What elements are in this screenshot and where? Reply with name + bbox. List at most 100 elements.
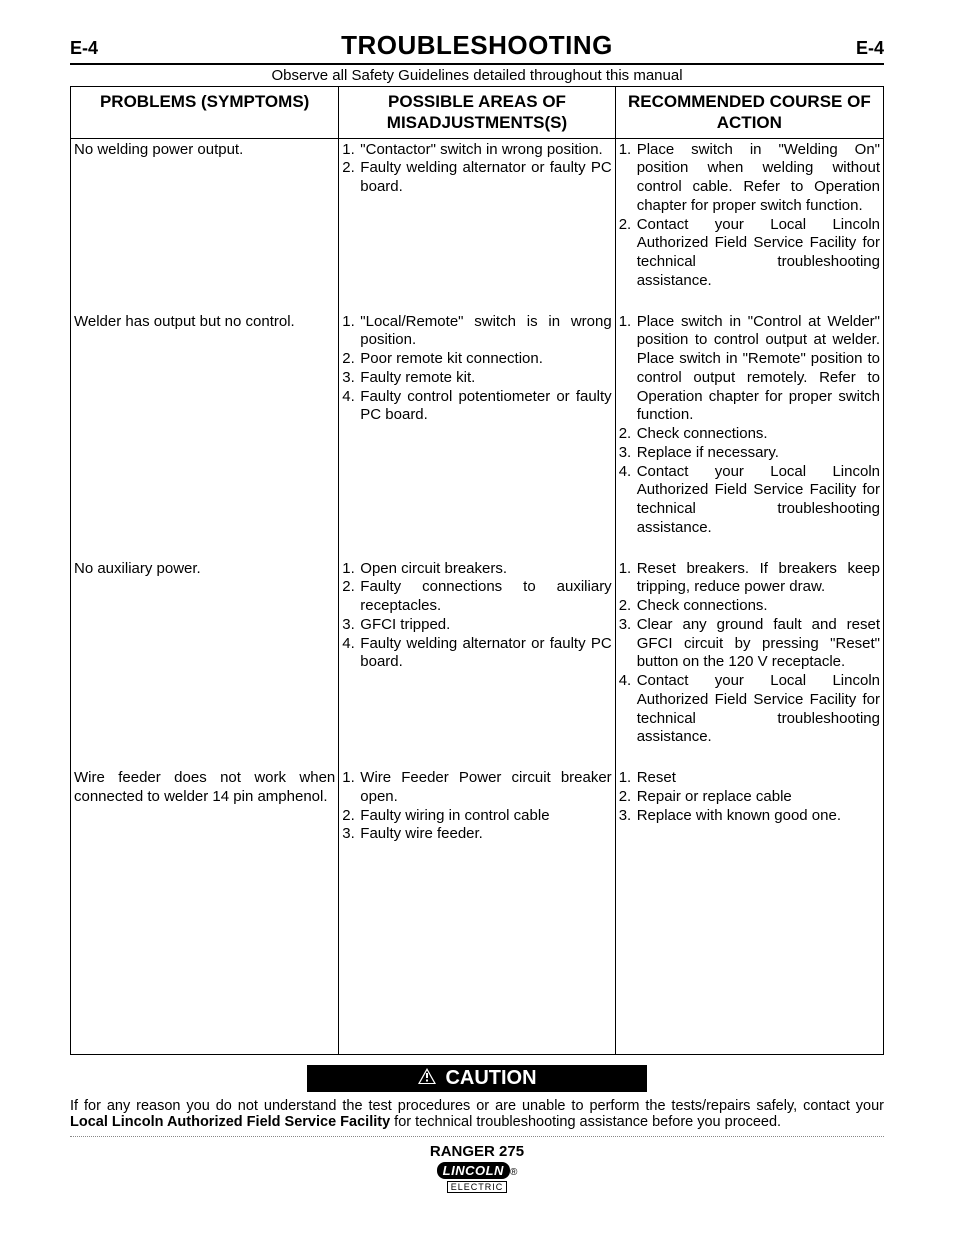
page-number-right: E-4 — [856, 38, 884, 59]
list-item: 2.Faulty connections to auxiliary recept… — [342, 578, 611, 616]
list-number: 2. — [342, 807, 360, 826]
spacer-cell — [71, 864, 339, 1054]
list-text: Repair or replace cable — [637, 788, 880, 807]
list-item: 3.GFCI tripped. — [342, 616, 611, 635]
cell-causes: 1.Wire Feeder Power circuit breaker open… — [339, 767, 615, 864]
list-number: 1. — [619, 560, 637, 598]
cell-causes: 1."Local/Remote" switch is in wrong posi… — [339, 311, 615, 558]
cell-problem: No welding power output. — [71, 138, 339, 311]
caution-text-after: for technical troubleshooting assistance… — [390, 1114, 781, 1130]
page-title: TROUBLESHOOTING — [341, 30, 613, 61]
list-text: Replace if necessary. — [637, 444, 880, 463]
cell-actions: 1.Place switch in "Control at Welder" po… — [615, 311, 883, 558]
list-number: 1. — [619, 141, 637, 216]
list-item: 2.Check connections. — [619, 425, 880, 444]
list-text: Faulty connections to auxiliary receptac… — [360, 578, 611, 616]
list-text: Poor remote kit connection. — [360, 350, 611, 369]
list-text: Contact your Local Lincoln Authorized Fi… — [637, 216, 880, 291]
list-text: Reset — [637, 769, 880, 788]
list-item: 2.Repair or replace cable — [619, 788, 880, 807]
list-item: 1."Contactor" switch in wrong position. — [342, 141, 611, 160]
list-item: 1.Reset breakers. If breakers keep tripp… — [619, 560, 880, 598]
cell-actions: 1.Place switch in "Welding On" position … — [615, 138, 883, 311]
list-text: GFCI tripped. — [360, 616, 611, 635]
list-text: Faulty wire feeder. — [360, 825, 611, 844]
list-item: 2.Contact your Local Lincoln Authorized … — [619, 216, 880, 291]
caution-label: CAUTION — [445, 1067, 536, 1090]
list-item: 1.Open circuit breakers. — [342, 560, 611, 579]
list-text: "Contactor" switch in wrong position. — [360, 141, 611, 160]
list-number: 2. — [342, 578, 360, 616]
list-number: 4. — [342, 388, 360, 426]
list-item: 3.Replace if necessary. — [619, 444, 880, 463]
list-number: 4. — [619, 672, 637, 747]
table-spacer-row — [71, 864, 884, 1054]
col-header-causes: POSSIBLE AREAS OF MISADJUSTMENTS(S) — [339, 87, 615, 139]
list-number: 2. — [619, 788, 637, 807]
list-number: 1. — [619, 313, 637, 426]
page-header: E-4 TROUBLESHOOTING E-4 — [70, 30, 884, 65]
list-text: Clear any ground fault and reset GFCI ci… — [637, 616, 880, 672]
list-item: 3.Faulty remote kit. — [342, 369, 611, 388]
list-number: 2. — [619, 597, 637, 616]
list-item: 1.Place switch in "Control at Welder" po… — [619, 313, 880, 426]
list-number: 2. — [619, 216, 637, 291]
caution-text-before: If for any reason you do not understand … — [70, 1098, 884, 1114]
list-item: 3.Clear any ground fault and reset GFCI … — [619, 616, 880, 672]
list-number: 1. — [342, 313, 360, 351]
list-item: 2.Faulty wiring in control cable — [342, 807, 611, 826]
list-item: 4.Contact your Local Lincoln Authorized … — [619, 463, 880, 538]
list-text: "Local/Remote" switch is in wrong positi… — [360, 313, 611, 351]
cell-problem: Wire feeder does not work when connected… — [71, 767, 339, 864]
list-text: Reset breakers. If breakers keep trippin… — [637, 560, 880, 598]
list-item: 1.Place switch in "Welding On" position … — [619, 141, 880, 216]
cell-problem: Welder has output but no control. — [71, 311, 339, 558]
list-number: 2. — [342, 350, 360, 369]
list-item: 4.Contact your Local Lincoln Authorized … — [619, 672, 880, 747]
list-number: 1. — [619, 769, 637, 788]
list-item: 3.Faulty wire feeder. — [342, 825, 611, 844]
list-item: 1.Wire Feeder Power circuit breaker open… — [342, 769, 611, 807]
safety-note: Observe all Safety Guidelines detailed t… — [70, 67, 884, 84]
list-number: 3. — [342, 825, 360, 844]
caution-text-bold: Local Lincoln Authorized Field Service F… — [70, 1114, 390, 1130]
list-text: Faulty remote kit. — [360, 369, 611, 388]
cell-problem: No auxiliary power. — [71, 558, 339, 768]
list-item: 1.Reset — [619, 769, 880, 788]
troubleshooting-table: PROBLEMS (SYMPTOMS) POSSIBLE AREAS OF MI… — [70, 86, 884, 1055]
footer-sub: ELECTRIC — [447, 1181, 507, 1193]
list-item: 2.Poor remote kit connection. — [342, 350, 611, 369]
list-text: Place switch in "Control at Welder" posi… — [637, 313, 880, 426]
list-number: 3. — [619, 444, 637, 463]
table-header-row: PROBLEMS (SYMPTOMS) POSSIBLE AREAS OF MI… — [71, 87, 884, 139]
list-text: Place switch in "Welding On" position wh… — [637, 141, 880, 216]
list-text: Check connections. — [637, 425, 880, 444]
table-body: No welding power output.1."Contactor" sw… — [71, 138, 884, 1054]
list-number: 1. — [342, 560, 360, 579]
list-number: 3. — [619, 616, 637, 672]
list-text: Contact your Local Lincoln Authorized Fi… — [637, 463, 880, 538]
list-number: 2. — [619, 425, 637, 444]
list-item: 2.Faulty welding alternator or faulty PC… — [342, 159, 611, 197]
list-number: 1. — [342, 141, 360, 160]
page-footer: RANGER 275 LINCOLN® ELECTRIC — [70, 1143, 884, 1193]
list-text: Faulty wiring in control cable — [360, 807, 611, 826]
table-row: Welder has output but no control.1."Loca… — [71, 311, 884, 558]
list-number: 3. — [342, 369, 360, 388]
list-text: Contact your Local Lincoln Authorized Fi… — [637, 672, 880, 747]
list-text: Faulty welding alternator or faulty PC b… — [360, 635, 611, 673]
list-item: 4.Faulty welding alternator or faulty PC… — [342, 635, 611, 673]
footer-brand: LINCOLN — [437, 1162, 510, 1179]
list-text: Replace with known good one. — [637, 807, 880, 826]
cell-actions: 1.Reset breakers. If breakers keep tripp… — [615, 558, 883, 768]
list-number: 4. — [619, 463, 637, 538]
footer-logo: LINCOLN® ELECTRIC — [70, 1162, 884, 1193]
list-text: Faulty control potentiometer or faulty P… — [360, 388, 611, 426]
cell-causes: 1."Contactor" switch in wrong position.2… — [339, 138, 615, 311]
list-text: Faulty welding alternator or faulty PC b… — [360, 159, 611, 197]
table-row: No welding power output.1."Contactor" sw… — [71, 138, 884, 311]
list-item: 3.Replace with known good one. — [619, 807, 880, 826]
spacer-cell — [615, 864, 883, 1054]
table-row: No auxiliary power.1.Open circuit breake… — [71, 558, 884, 768]
list-text: Open circuit breakers. — [360, 560, 611, 579]
